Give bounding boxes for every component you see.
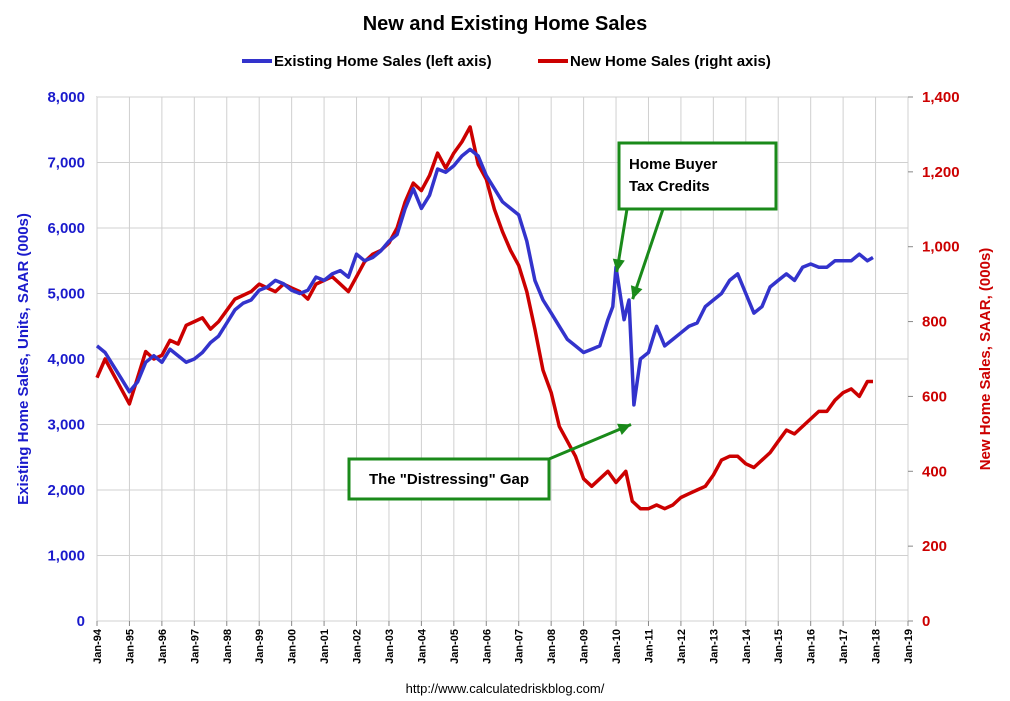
x-axis-ticks: Jan-94 Jan-95 Jan-96 Jan-97 Jan-98 Jan-99 Jan-…	[92, 621, 915, 664]
left-tick-label: 0	[77, 613, 85, 630]
left-tick-label: 2,000	[47, 482, 85, 499]
x-tick-label: Jan-08	[546, 629, 558, 664]
x-tick-label: Jan-06	[481, 629, 493, 664]
x-tick-label: Jan-99	[254, 629, 266, 664]
right-tick-label: 0	[922, 613, 930, 630]
gridlines	[96, 96, 909, 622]
y-axis-label-right: New Home Sales, SAAR, (000s)	[977, 248, 994, 471]
x-tick-label: Jan-15	[773, 629, 785, 664]
x-tick-label: Jan-05	[449, 629, 461, 664]
legend-label-new: New Home Sales (right axis)	[570, 53, 771, 70]
x-tick-label: Jan-12	[676, 629, 688, 664]
legend-label-existing: Existing Home Sales (left axis)	[274, 53, 492, 70]
x-tick-label: Jan-17	[838, 629, 850, 664]
x-tick-label: Jan-11	[643, 629, 655, 663]
x-tick-label: Jan-14	[741, 628, 753, 664]
left-tick-label: 5,000	[47, 286, 85, 303]
annotation-distressing-gap: The "Distressing" Gap	[347, 423, 632, 501]
source-url: http://www.calculatedriskblog.com/	[406, 681, 605, 696]
x-tick-label: Jan-10	[611, 629, 623, 664]
y-axis-label-left: Existing Home Sales, Units, SAAR (000s)	[15, 213, 32, 505]
annotation-box-tax-credits	[617, 141, 778, 211]
annotation-box-distressing-gap	[347, 457, 551, 501]
x-tick-label: Jan-07	[514, 629, 526, 664]
legend: Existing Home Sales (left axis) New Home…	[242, 53, 771, 70]
x-tick-label: Jan-16	[806, 629, 818, 664]
x-tick-label: Jan-03	[384, 629, 396, 664]
annotation-arrows-distressing-gap	[548, 423, 632, 461]
right-tick-label: 1,200	[922, 164, 960, 181]
x-tick-label: Jan-94	[92, 628, 104, 664]
left-tick-label: 8,000	[47, 89, 85, 106]
annotation-arrow-head	[612, 258, 625, 273]
right-tick-label: 800	[922, 314, 947, 331]
right-tick-label: 600	[922, 388, 947, 405]
series-line-existing-home-sales	[95, 147, 874, 407]
x-tick-label: Jan-04	[416, 628, 428, 664]
left-tick-label: 4,000	[47, 351, 85, 368]
right-tick-label: 200	[922, 538, 947, 555]
right-tick-label: 1,400	[922, 89, 960, 106]
annotation-arrow-head	[630, 285, 643, 300]
x-tick-label: Jan-02	[352, 629, 364, 664]
right-axis-ticks: 0 200 400 600 800 1,000 1,200 1,400	[908, 89, 960, 630]
left-tick-label: 6,000	[47, 220, 85, 237]
annotation-text-tax-credits-line1: Home Buyer	[629, 156, 718, 173]
x-tick-label: Jan-00	[287, 629, 299, 664]
left-tick-label: 1,000	[47, 548, 85, 565]
annotation-arrow-line	[631, 208, 665, 300]
x-tick-label: Jan-98	[222, 629, 234, 664]
left-tick-label: 7,000	[47, 155, 85, 172]
x-tick-label: Jan-19	[903, 629, 915, 664]
annotation-arrow-head	[617, 423, 632, 436]
x-tick-label: Jan-97	[189, 629, 201, 664]
left-tick-label: 3,000	[47, 417, 85, 434]
annotation-arrow-line	[548, 423, 632, 461]
x-tick-label: Jan-95	[124, 629, 136, 664]
x-tick-label: Jan-96	[157, 629, 169, 664]
right-tick-label: 400	[922, 463, 947, 480]
x-tick-label: Jan-09	[579, 629, 591, 664]
annotation-text-distressing-gap: The "Distressing" Gap	[369, 471, 529, 488]
series-line-new-home-sales	[95, 125, 873, 511]
x-tick-label: Jan-01	[319, 629, 331, 664]
left-axis-ticks: 0 1,000 2,000 3,000 4,000 5,000 6,000 7,000 8,00…	[47, 89, 85, 630]
right-tick-label: 1,000	[922, 239, 960, 256]
chart-title: New and Existing Home Sales	[363, 13, 648, 35]
annotation-tax-credits: Home Buyer Tax Credits	[612, 141, 778, 300]
x-tick-label: Jan-18	[871, 629, 883, 664]
x-tick-label: Jan-13	[708, 629, 720, 664]
annotation-text-tax-credits-line2: Tax Credits	[629, 178, 710, 195]
annotation-arrows-tax-credits	[612, 208, 665, 300]
